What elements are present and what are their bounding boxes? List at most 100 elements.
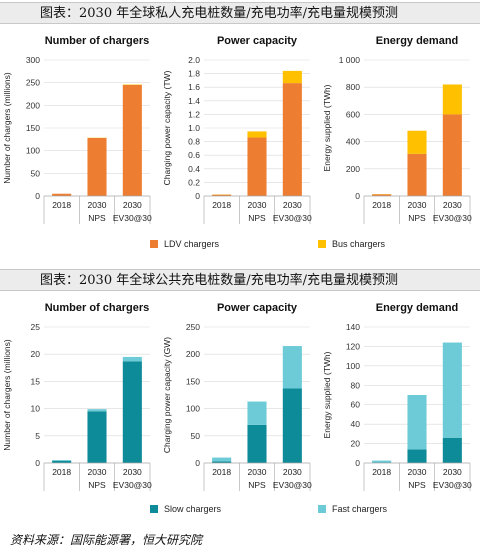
x-category-label: 2030 <box>88 200 107 210</box>
y-tick-label: 1.0 <box>188 123 200 133</box>
source-note: 资料来源：国际能源署，恒大研究院 <box>10 533 203 547</box>
x-subcategory-label: NPS <box>88 480 106 490</box>
y-tick-label: 400 <box>346 137 360 147</box>
bar-segment <box>52 460 72 463</box>
chart-title: Energy demand <box>376 302 459 314</box>
bar-segment <box>247 137 267 196</box>
x-category-label: 2030 <box>443 467 462 477</box>
x-subcategory-label: EV30@30 <box>433 480 472 490</box>
bar-segment <box>122 361 142 463</box>
x-subcategory-label: NPS <box>248 480 266 490</box>
bottom-legend-fast: Fast chargers <box>318 504 387 514</box>
public-energy-demand-chart: Energy demand 0 20 40 60 80 100 120 140 Energy su… <box>322 302 472 491</box>
x-category-label: 2018 <box>212 200 231 210</box>
bar-segment <box>212 461 232 463</box>
y-tick-label: 200 <box>26 100 40 110</box>
y-tick-label: 50 <box>191 431 201 441</box>
y-tick-label: 140 <box>346 322 360 332</box>
x-subcategory-label: EV30@30 <box>273 213 312 223</box>
y-tick-label: 150 <box>186 376 200 386</box>
bar-segment <box>247 424 267 463</box>
x-subcategory-label: EV30@30 <box>433 213 472 223</box>
y-tick-label: 150 <box>26 123 40 133</box>
top-legend-bus: Bus chargers <box>318 239 385 249</box>
private-energy-demand-chart: Energy demand 0 200 400 600 800 1 000 Energy su… <box>322 35 472 224</box>
bar-segment <box>87 411 107 463</box>
ldv-legend-label: LDV chargers <box>164 239 220 249</box>
private-chargers-count-chart: Number of chargers 0 50 100 150 200 250 300 Numb… <box>2 35 152 224</box>
x-subcategory-label: NPS <box>408 480 426 490</box>
bar-segment <box>212 194 232 196</box>
x-subcategory-label: NPS <box>408 213 426 223</box>
bar-segment <box>407 395 427 450</box>
y-tick-label: 20 <box>31 349 41 359</box>
y-tick-label: 0.4 <box>188 164 200 174</box>
x-category-label: 2030 <box>283 200 302 210</box>
y-tick-label: 20 <box>351 439 361 449</box>
top-legend-ldv: LDV chargers <box>150 239 219 249</box>
bar-segment <box>372 194 392 196</box>
bar-segment <box>372 460 392 463</box>
chart-title: Power capacity <box>217 35 298 47</box>
y-tick-label: 250 <box>186 322 200 332</box>
y-tick-label: 5 <box>35 431 40 441</box>
y-tick-label: 800 <box>346 82 360 92</box>
y-axis-label: Energy supplied (TWh) <box>322 84 332 171</box>
y-tick-label: 1.2 <box>188 109 200 119</box>
y-tick-label: 250 <box>26 78 40 88</box>
bar-segment <box>52 460 72 461</box>
bar-segment <box>87 409 107 412</box>
x-category-label: 2018 <box>52 467 71 477</box>
x-subcategory-label: EV30@30 <box>113 213 152 223</box>
bar-segment <box>247 401 267 425</box>
bar-segment <box>122 356 142 362</box>
y-tick-label: 1.6 <box>188 82 200 92</box>
chart-title: Power capacity <box>217 302 298 314</box>
bar-segment <box>122 84 142 196</box>
bar-segment <box>442 437 462 463</box>
bar-segment <box>52 193 72 196</box>
y-axis-label: Charging power capacity (TW) <box>162 70 172 185</box>
y-axis-label: Energy supplied (TWh) <box>322 351 332 438</box>
bar-segment <box>282 346 302 389</box>
y-axis-label: Charging power capacity (GW) <box>162 337 172 453</box>
private-power-capacity-chart: Power capacity 0 0.2 0.4 0.6 0.8 1.0 1.2 1.4 1.6 1… <box>162 35 312 224</box>
y-tick-label: 80 <box>351 380 361 390</box>
y-tick-label: 120 <box>346 341 360 351</box>
y-tick-label: 0 <box>35 191 40 201</box>
public-chargers-count-chart: Number of chargers 0 5 10 15 20 25 Number of ch… <box>2 302 152 491</box>
x-subcategory-label: NPS <box>248 213 266 223</box>
y-tick-label: 100 <box>346 361 360 371</box>
chart-title: Energy demand <box>376 35 459 47</box>
slow-legend-swatch <box>150 505 158 513</box>
top-figure-title: 图表：2030 年全球私人充电桩数量/充电功率/充电量规模预测 <box>0 2 480 24</box>
y-tick-label: 50 <box>31 168 41 178</box>
x-category-label: 2030 <box>123 200 142 210</box>
bar-segment <box>247 131 267 138</box>
chart-title: Number of chargers <box>45 302 150 314</box>
x-subcategory-label: EV30@30 <box>273 480 312 490</box>
y-tick-label: 100 <box>186 404 200 414</box>
bottom-figure-title: 图表：2030 年全球公共充电桩数量/充电功率/充电量规模预测 <box>0 269 480 291</box>
y-axis-label: Number of chargers (millions) <box>2 339 12 451</box>
bar-segment <box>442 114 462 196</box>
chart-title: Number of chargers <box>45 35 150 47</box>
y-tick-label: 2.0 <box>188 55 200 65</box>
bar-segment <box>282 388 302 463</box>
bar-segment <box>212 457 232 462</box>
bar-segment <box>407 449 427 463</box>
y-tick-label: 1.8 <box>188 69 200 79</box>
x-category-label: 2030 <box>283 467 302 477</box>
bus-legend-swatch <box>318 240 326 248</box>
y-tick-label: 300 <box>26 55 40 65</box>
x-category-label: 2030 <box>408 200 427 210</box>
y-tick-label: 0.8 <box>188 137 200 147</box>
y-tick-label: 200 <box>346 164 360 174</box>
bottom-legend-slow: Slow chargers <box>150 504 221 514</box>
y-tick-label: 0.2 <box>188 177 200 187</box>
x-category-label: 2030 <box>408 467 427 477</box>
y-tick-label: 0 <box>35 458 40 468</box>
y-tick-label: 60 <box>351 400 361 410</box>
bar-segment <box>407 153 427 196</box>
x-category-label: 2018 <box>212 467 231 477</box>
